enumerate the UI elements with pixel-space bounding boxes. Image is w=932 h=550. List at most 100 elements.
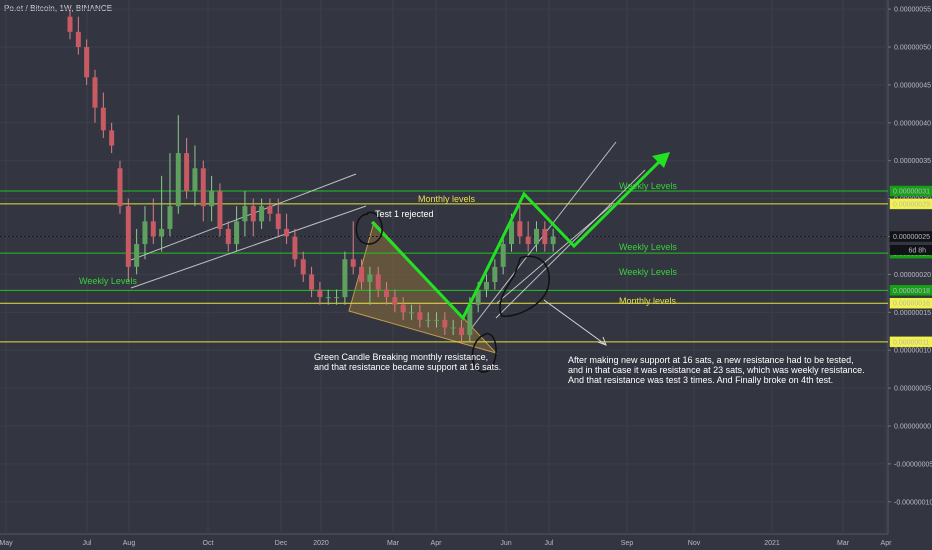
candle-body[interactable] bbox=[384, 289, 390, 298]
resistance-note-line: and in that case it was resistance at 23… bbox=[568, 365, 865, 375]
candle-body[interactable] bbox=[217, 191, 223, 229]
candle-body[interactable] bbox=[259, 206, 265, 222]
candle-body[interactable] bbox=[533, 228, 539, 245]
candle-body[interactable] bbox=[442, 319, 448, 328]
candle-body[interactable] bbox=[159, 228, 165, 237]
candle-body[interactable] bbox=[350, 259, 356, 267]
x-tick-label: Oct bbox=[203, 540, 214, 547]
candle-body[interactable] bbox=[525, 236, 531, 245]
candle-body[interactable] bbox=[359, 266, 365, 282]
candle-body[interactable] bbox=[142, 221, 148, 245]
x-tick-label: 2020 bbox=[313, 540, 329, 547]
candle-body[interactable] bbox=[234, 221, 240, 245]
candle-body[interactable] bbox=[275, 213, 281, 229]
candle-body[interactable] bbox=[517, 221, 523, 237]
candle-body[interactable] bbox=[417, 312, 423, 320]
candle-body[interactable] bbox=[84, 47, 90, 78]
y-tick-label: 0.00000050 bbox=[894, 45, 931, 52]
candle-body[interactable] bbox=[500, 244, 506, 267]
y-tick-label: 0.00000035 bbox=[894, 158, 931, 165]
candle-body[interactable] bbox=[484, 281, 489, 290]
price-tag bbox=[889, 285, 932, 296]
x-tick-label: Apr bbox=[431, 540, 443, 547]
note-pointer-head bbox=[597, 336, 607, 346]
price-axis[interactable] bbox=[888, 0, 932, 550]
candle-body[interactable] bbox=[292, 236, 298, 260]
price-tag-label: 0.00000018 bbox=[893, 288, 930, 295]
note-pointer-line bbox=[543, 299, 607, 346]
weekly-levels-label: Weekly Levels bbox=[619, 267, 677, 277]
candle-body[interactable] bbox=[192, 168, 198, 192]
y-tick-label: 0.00000015 bbox=[894, 310, 931, 317]
candle-body[interactable] bbox=[334, 297, 340, 299]
candle-body[interactable] bbox=[425, 319, 431, 321]
breakout-note-line: and that resistance became support at 16… bbox=[314, 362, 501, 372]
price-tag-label: 0.00000025 bbox=[893, 234, 930, 241]
candle-body[interactable] bbox=[467, 304, 473, 336]
candle-body[interactable] bbox=[409, 312, 415, 314]
breakout-note-line: Green Candle Breaking monthly resistance… bbox=[314, 352, 488, 362]
candle-body[interactable] bbox=[367, 274, 373, 282]
price-tag-label: 0.00000031 bbox=[893, 189, 930, 196]
candle-body[interactable] bbox=[150, 221, 156, 237]
x-tick-label: May bbox=[0, 540, 13, 547]
price-tag-label: 0.00000016 bbox=[893, 301, 930, 308]
test1-circle-marker bbox=[355, 211, 383, 245]
price-tag-label: 0.00000029 bbox=[893, 201, 930, 208]
candle-body[interactable] bbox=[125, 206, 131, 267]
candle-body[interactable] bbox=[400, 304, 406, 313]
symbol-title: Po.et / Bitcoin, 1W, BINANCE bbox=[4, 4, 113, 13]
x-tick-label: Sep bbox=[621, 540, 634, 547]
candle-body[interactable] bbox=[175, 153, 181, 207]
candle-body[interactable] bbox=[67, 16, 73, 32]
candle-body[interactable] bbox=[284, 228, 290, 237]
candle-body[interactable] bbox=[542, 228, 548, 245]
candle-body[interactable] bbox=[242, 206, 248, 222]
candle-body[interactable] bbox=[209, 191, 215, 207]
trend-channel-line bbox=[496, 204, 613, 304]
monthly-levels-label: Monthly levels bbox=[418, 194, 476, 204]
candle-body[interactable] bbox=[475, 289, 481, 305]
projected-path-arrow bbox=[370, 155, 666, 321]
candle-body[interactable] bbox=[225, 228, 231, 245]
price-tag-label: 0.00000011 bbox=[893, 339, 930, 346]
candle-body[interactable] bbox=[250, 206, 256, 222]
candle-body[interactable] bbox=[109, 130, 115, 146]
candle-body[interactable] bbox=[434, 319, 440, 321]
candle-body[interactable] bbox=[392, 297, 398, 305]
candle-body[interactable] bbox=[325, 297, 331, 299]
weekly-levels-label: Weekly Levels bbox=[619, 242, 677, 252]
candle-body[interactable] bbox=[167, 206, 173, 229]
y-tick-label: -0.00000010 bbox=[894, 499, 932, 506]
candle-body[interactable] bbox=[92, 77, 98, 108]
x-tick-label: Mar bbox=[837, 540, 850, 547]
candle-body[interactable] bbox=[492, 266, 498, 282]
x-tick-label: Jun bbox=[500, 540, 511, 547]
price-tag bbox=[889, 198, 932, 210]
candle-body[interactable] bbox=[100, 107, 106, 131]
candle-body[interactable] bbox=[459, 327, 465, 336]
y-tick-label: 0.00000000 bbox=[894, 424, 931, 431]
x-tick-label: Nov bbox=[688, 540, 701, 547]
candle-body[interactable] bbox=[375, 274, 381, 290]
candle-body[interactable] bbox=[117, 168, 123, 207]
y-tick-label: 0.00000005 bbox=[894, 386, 931, 393]
weekly-levels-label: Weekly Levels bbox=[79, 276, 137, 286]
candle-body[interactable] bbox=[300, 259, 306, 275]
candle-body[interactable] bbox=[342, 259, 348, 298]
candle-body[interactable] bbox=[309, 274, 315, 290]
candle-body[interactable] bbox=[317, 289, 323, 298]
candle-body[interactable] bbox=[200, 168, 206, 207]
arrow-head bbox=[652, 152, 670, 168]
candle-body[interactable] bbox=[75, 31, 81, 47]
x-tick-label: Jul bbox=[83, 540, 92, 547]
candle-body[interactable] bbox=[550, 236, 556, 245]
candle-body[interactable] bbox=[134, 244, 140, 267]
candle-body[interactable] bbox=[508, 221, 514, 245]
candle-body[interactable] bbox=[450, 327, 456, 329]
candle-body[interactable] bbox=[267, 206, 273, 214]
price-tag bbox=[889, 336, 932, 348]
candle-body[interactable] bbox=[184, 153, 190, 192]
